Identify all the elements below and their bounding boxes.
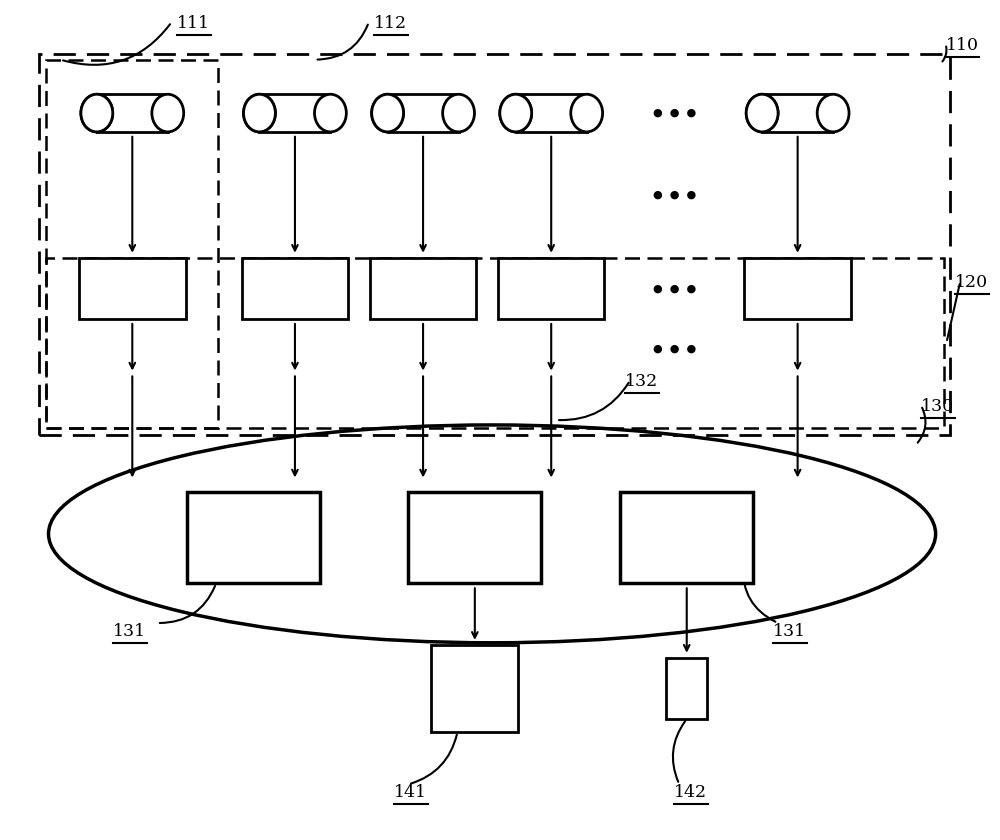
Text: ●  ●  ●: ● ● ● [653,190,696,200]
Ellipse shape [49,425,936,643]
Text: ●  ●  ●: ● ● ● [653,108,696,118]
Text: ●  ●  ●: ● ● ● [653,283,696,293]
Text: 111: 111 [177,15,210,32]
Text: 142: 142 [674,785,708,801]
Text: 141: 141 [394,785,427,801]
Bar [516,94,587,132]
Ellipse shape [500,94,532,132]
Bar [259,94,330,132]
Text: 112: 112 [374,15,407,32]
Bar [408,492,541,583]
Ellipse shape [372,94,404,132]
Ellipse shape [152,94,184,132]
Text: 131: 131 [113,622,146,640]
Bar [498,258,604,319]
Ellipse shape [746,94,778,132]
Bar [431,645,518,732]
Text: 130: 130 [921,398,954,415]
Ellipse shape [81,94,113,132]
Bar [370,258,476,319]
Bar [620,492,753,583]
Text: 131: 131 [773,622,806,640]
Ellipse shape [81,94,113,132]
Ellipse shape [571,94,603,132]
Bar [666,658,707,719]
Ellipse shape [372,94,404,132]
Bar [744,258,851,319]
Ellipse shape [817,94,849,132]
Ellipse shape [500,94,532,132]
Text: 120: 120 [955,275,988,291]
Ellipse shape [244,94,275,132]
Bar [46,258,944,428]
Bar [79,258,186,319]
Text: ●  ●  ●: ● ● ● [653,344,696,354]
Bar [97,94,168,132]
Bar [39,54,950,435]
Bar [388,94,459,132]
Ellipse shape [443,94,474,132]
Ellipse shape [746,94,778,132]
Bar [46,60,218,428]
Text: 132: 132 [625,373,658,391]
Bar [762,94,833,132]
Bar [242,258,348,319]
Bar [187,492,320,583]
Ellipse shape [244,94,275,132]
Ellipse shape [315,94,346,132]
Text: 110: 110 [945,37,978,54]
